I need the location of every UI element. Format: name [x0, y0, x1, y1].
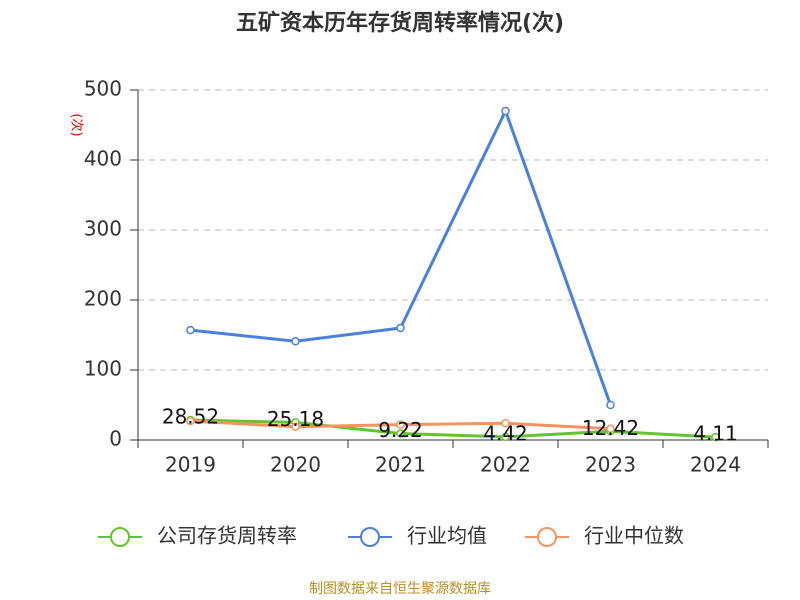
y-axis-label: (次) — [69, 113, 85, 136]
data-point — [291, 422, 300, 431]
y-tick-label: 500 — [84, 77, 122, 101]
data-point — [501, 106, 510, 116]
y-tick-label: 400 — [84, 147, 122, 171]
data-point — [501, 418, 510, 428]
series-line — [190, 418, 716, 439]
y-tick-label: 0 — [109, 427, 122, 451]
data-point — [396, 429, 405, 438]
data-point — [501, 432, 510, 442]
legend-label: 公司存货周转率 — [157, 524, 297, 548]
legend-label: 行业中位数 — [584, 524, 684, 548]
data-point — [186, 416, 195, 426]
legend-marker — [537, 527, 557, 547]
x-tick-label: 2020 — [270, 453, 321, 477]
data-point — [606, 424, 615, 434]
series-line — [190, 107, 612, 406]
legend-label: 行业均值 — [407, 524, 487, 548]
data-point — [606, 400, 615, 410]
data-label: 9.22 — [378, 418, 423, 442]
y-tick-label: 200 — [84, 287, 122, 311]
data-label: 12.42 — [582, 416, 639, 440]
data-point — [291, 337, 300, 346]
source: 制图数据来自恒生聚源数据库 — [309, 581, 491, 597]
chart-title: 五矿资本历年存货周转率情况(次) — [236, 10, 564, 36]
data-point — [396, 323, 405, 333]
legend-marker — [360, 527, 380, 547]
y-tick-label: 100 — [84, 357, 122, 381]
data-label: 28.52 — [162, 405, 219, 429]
x-tick-label: 2022 — [480, 453, 531, 477]
data-label: 4.42 — [483, 421, 528, 445]
data-label: 4.11 — [693, 422, 738, 446]
legend-marker — [110, 527, 130, 547]
data-point — [396, 420, 405, 429]
data-point — [186, 325, 195, 335]
data-label: 25.18 — [267, 407, 324, 431]
data-point — [711, 432, 720, 442]
x-tick-label: 2023 — [585, 453, 636, 477]
x-tick-label: 2019 — [165, 453, 216, 477]
x-tick-label: 2021 — [375, 453, 426, 477]
y-tick-label: 300 — [84, 217, 122, 241]
x-tick-label: 2024 — [690, 453, 741, 477]
